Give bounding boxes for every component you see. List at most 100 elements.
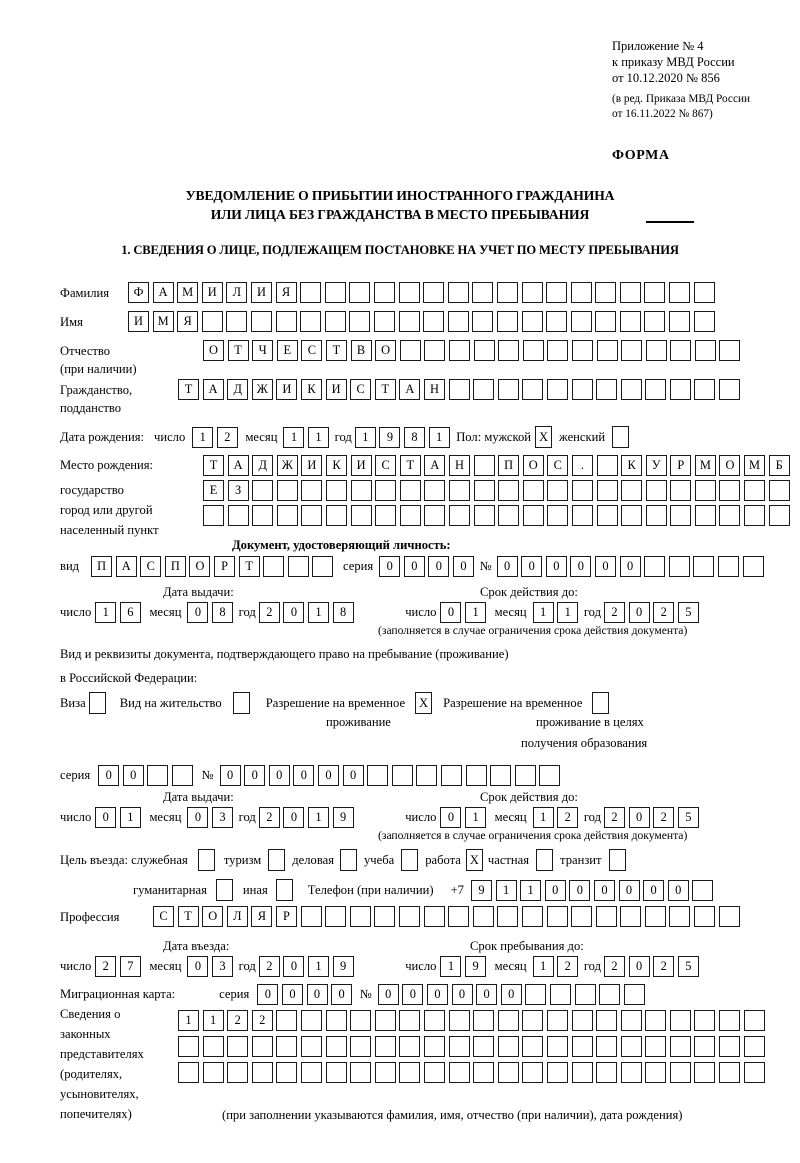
char-cell[interactable]: 0	[569, 879, 591, 901]
char-cell[interactable]	[349, 282, 371, 303]
legal-rep-row-2-cells[interactable]	[178, 1036, 768, 1057]
char-cell[interactable]: .	[571, 455, 593, 476]
char-cell[interactable]	[522, 505, 544, 526]
char-cell[interactable]	[669, 1010, 691, 1031]
char-cell[interactable]: 0	[667, 879, 689, 901]
char-cell[interactable]	[496, 282, 518, 303]
char-cell[interactable]	[596, 505, 618, 526]
char-cell[interactable]	[596, 480, 618, 501]
char-cell[interactable]: 9	[379, 426, 401, 448]
char-cell[interactable]	[201, 311, 223, 332]
char-cell[interactable]	[621, 505, 643, 526]
char-cell[interactable]: 8	[332, 602, 354, 623]
char-cell[interactable]	[373, 282, 395, 303]
char-cell[interactable]: 0	[257, 984, 279, 1005]
char-cell[interactable]	[287, 556, 309, 577]
char-cell[interactable]	[546, 906, 568, 927]
char-cell[interactable]	[300, 1062, 322, 1083]
char-cell[interactable]	[350, 505, 372, 526]
char-cell[interactable]	[301, 505, 323, 526]
char-cell[interactable]	[448, 505, 470, 526]
char-cell[interactable]: 0	[377, 984, 399, 1005]
char-cell[interactable]: Т	[203, 455, 224, 476]
char-cell[interactable]	[717, 556, 739, 577]
char-cell[interactable]: 6	[119, 602, 141, 623]
char-cell[interactable]	[522, 340, 544, 361]
char-cell[interactable]	[644, 556, 666, 577]
char-cell[interactable]	[473, 505, 495, 526]
purpose-humanitarian-checkbox[interactable]	[215, 879, 233, 901]
char-cell[interactable]	[497, 1010, 519, 1031]
char-cell[interactable]	[399, 340, 421, 361]
char-cell[interactable]	[718, 906, 740, 927]
char-cell[interactable]	[539, 765, 561, 786]
char-cell[interactable]: М	[744, 455, 766, 476]
char-cell[interactable]: 0	[403, 556, 425, 577]
char-cell[interactable]: 0	[283, 807, 305, 828]
char-cell[interactable]	[546, 1010, 568, 1031]
char-cell[interactable]	[423, 1036, 445, 1057]
char-cell[interactable]	[719, 379, 741, 400]
char-cell[interactable]: 0	[402, 984, 424, 1005]
char-cell[interactable]	[399, 505, 421, 526]
char-cell[interactable]	[496, 311, 518, 332]
char-cell[interactable]: 1	[308, 956, 330, 977]
char-cell[interactable]	[490, 765, 512, 786]
char-cell[interactable]: 2	[258, 807, 280, 828]
char-cell[interactable]	[203, 505, 224, 526]
char-cell[interactable]: Ф	[128, 282, 149, 303]
char-cell[interactable]: О	[203, 340, 224, 361]
char-cell[interactable]	[571, 1010, 593, 1031]
char-cell[interactable]: 0	[593, 879, 615, 901]
char-cell[interactable]	[571, 379, 593, 400]
birth-place-row-3-cells[interactable]	[203, 505, 793, 526]
char-cell[interactable]	[424, 480, 446, 501]
char-cell[interactable]	[350, 1036, 372, 1057]
char-cell[interactable]: 2	[557, 956, 579, 977]
char-cell[interactable]	[300, 311, 322, 332]
char-cell[interactable]: Т	[399, 455, 421, 476]
char-cell[interactable]	[398, 282, 420, 303]
char-cell[interactable]	[448, 1036, 470, 1057]
char-cell[interactable]	[596, 379, 618, 400]
char-cell[interactable]	[693, 556, 715, 577]
char-cell[interactable]	[300, 282, 322, 303]
char-cell[interactable]: 1	[532, 807, 554, 828]
char-cell[interactable]	[349, 906, 371, 927]
char-cell[interactable]: М	[152, 311, 174, 332]
char-cell[interactable]	[202, 1062, 224, 1083]
char-cell[interactable]	[570, 282, 592, 303]
char-cell[interactable]	[694, 480, 716, 501]
char-cell[interactable]	[498, 480, 520, 501]
char-cell[interactable]	[670, 340, 692, 361]
char-cell[interactable]	[424, 340, 446, 361]
char-cell[interactable]: 5	[677, 956, 699, 977]
char-cell[interactable]: 2	[258, 956, 280, 977]
char-cell[interactable]: 0	[281, 984, 303, 1005]
char-cell[interactable]: Я	[251, 906, 273, 927]
char-cell[interactable]: 5	[677, 807, 699, 828]
char-cell[interactable]	[522, 1036, 544, 1057]
char-cell[interactable]: Я	[275, 282, 297, 303]
char-cell[interactable]	[399, 1010, 421, 1031]
char-cell[interactable]: 1	[192, 426, 214, 448]
char-cell[interactable]: 1	[178, 1010, 199, 1031]
char-cell[interactable]	[423, 906, 445, 927]
char-cell[interactable]	[546, 282, 568, 303]
char-cell[interactable]: Д	[252, 455, 274, 476]
char-cell[interactable]: 2	[95, 956, 117, 977]
char-cell[interactable]: 1	[532, 956, 554, 977]
char-cell[interactable]	[448, 340, 470, 361]
char-cell[interactable]: 2	[216, 426, 238, 448]
char-cell[interactable]: 1	[119, 807, 141, 828]
char-cell[interactable]	[399, 1062, 421, 1083]
char-cell[interactable]	[448, 480, 470, 501]
char-cell[interactable]	[448, 379, 470, 400]
char-cell[interactable]	[694, 505, 716, 526]
char-cell[interactable]: 1	[95, 602, 117, 623]
char-cell[interactable]	[349, 311, 371, 332]
char-cell[interactable]: 7	[119, 956, 141, 977]
